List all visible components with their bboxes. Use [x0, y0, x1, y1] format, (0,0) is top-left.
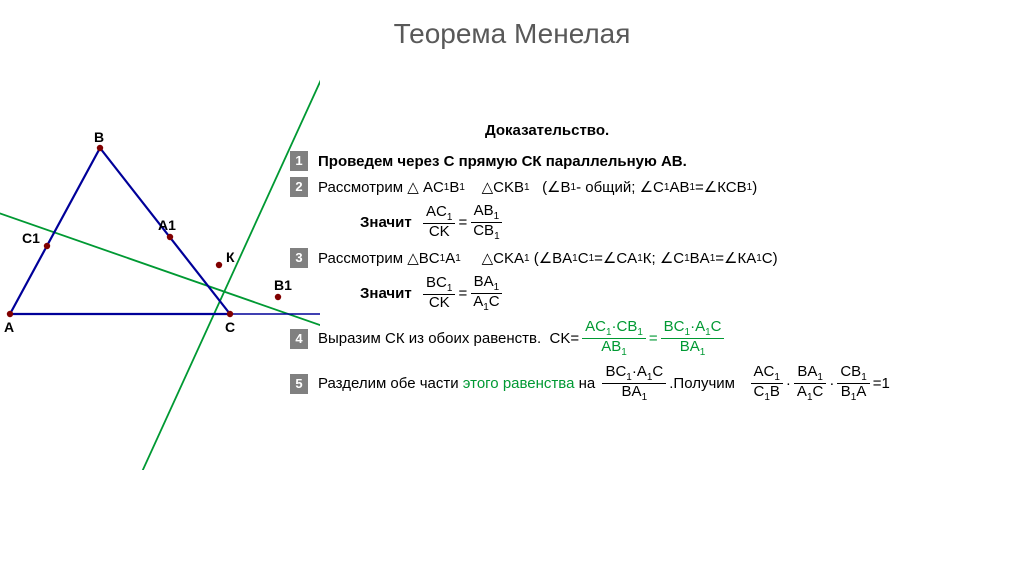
step-badge-icon: 4 [290, 329, 308, 349]
step-5-text: Разделим обе части этого равенства на BC… [318, 364, 890, 403]
step-badge-icon: 5 [290, 374, 308, 394]
step-3: 3 Рассмотрим △BC1A1 △CKA1 (∠BA1C1=∠CA1К;… [290, 248, 890, 268]
svg-text:A: A [4, 319, 14, 335]
step-3-text: Рассмотрим △BC1A1 △CKA1 (∠BA1C1=∠CA1К; ∠… [318, 249, 778, 267]
step-badge-icon: 2 [290, 177, 308, 197]
step-2-result: Значит AC1CK = AB1CB1 [360, 203, 890, 242]
geometry-diagram: ABCC1A1КB1 [0, 0, 320, 470]
proof-heading: Доказательство. [485, 122, 890, 139]
step-1: 1 Проведем через С прямую СК параллельну… [290, 151, 890, 171]
svg-text:A1: A1 [158, 217, 176, 233]
proof-block: Доказательство. 1 Проведем через С пряму… [290, 122, 890, 409]
step-badge-icon: 3 [290, 248, 308, 268]
step-badge-icon: 1 [290, 151, 308, 171]
svg-text:C: C [225, 319, 235, 335]
svg-text:B: B [94, 129, 104, 145]
step-2: 2 Рассмотрим △ AC1B1 △CKB1 (∠B1 - общий;… [290, 177, 890, 197]
svg-text:C1: C1 [22, 230, 40, 246]
svg-text:К: К [226, 249, 235, 265]
step-1-text: Проведем через С прямую СК параллельную … [318, 153, 687, 170]
step-4: 4 Выразим СК из обоих равенств. CK= AC1·… [290, 319, 890, 358]
step-4-text: Выразим СК из обоих равенств. CK= AC1·CB… [318, 319, 727, 358]
step-2-text: Рассмотрим △ AC1B1 △CKB1 (∠B1 - общий; ∠… [318, 178, 757, 196]
step-3-result: Значит BC1CK = BA1A1C [360, 274, 890, 313]
step-5: 5 Разделим обе части этого равенства на … [290, 364, 890, 403]
